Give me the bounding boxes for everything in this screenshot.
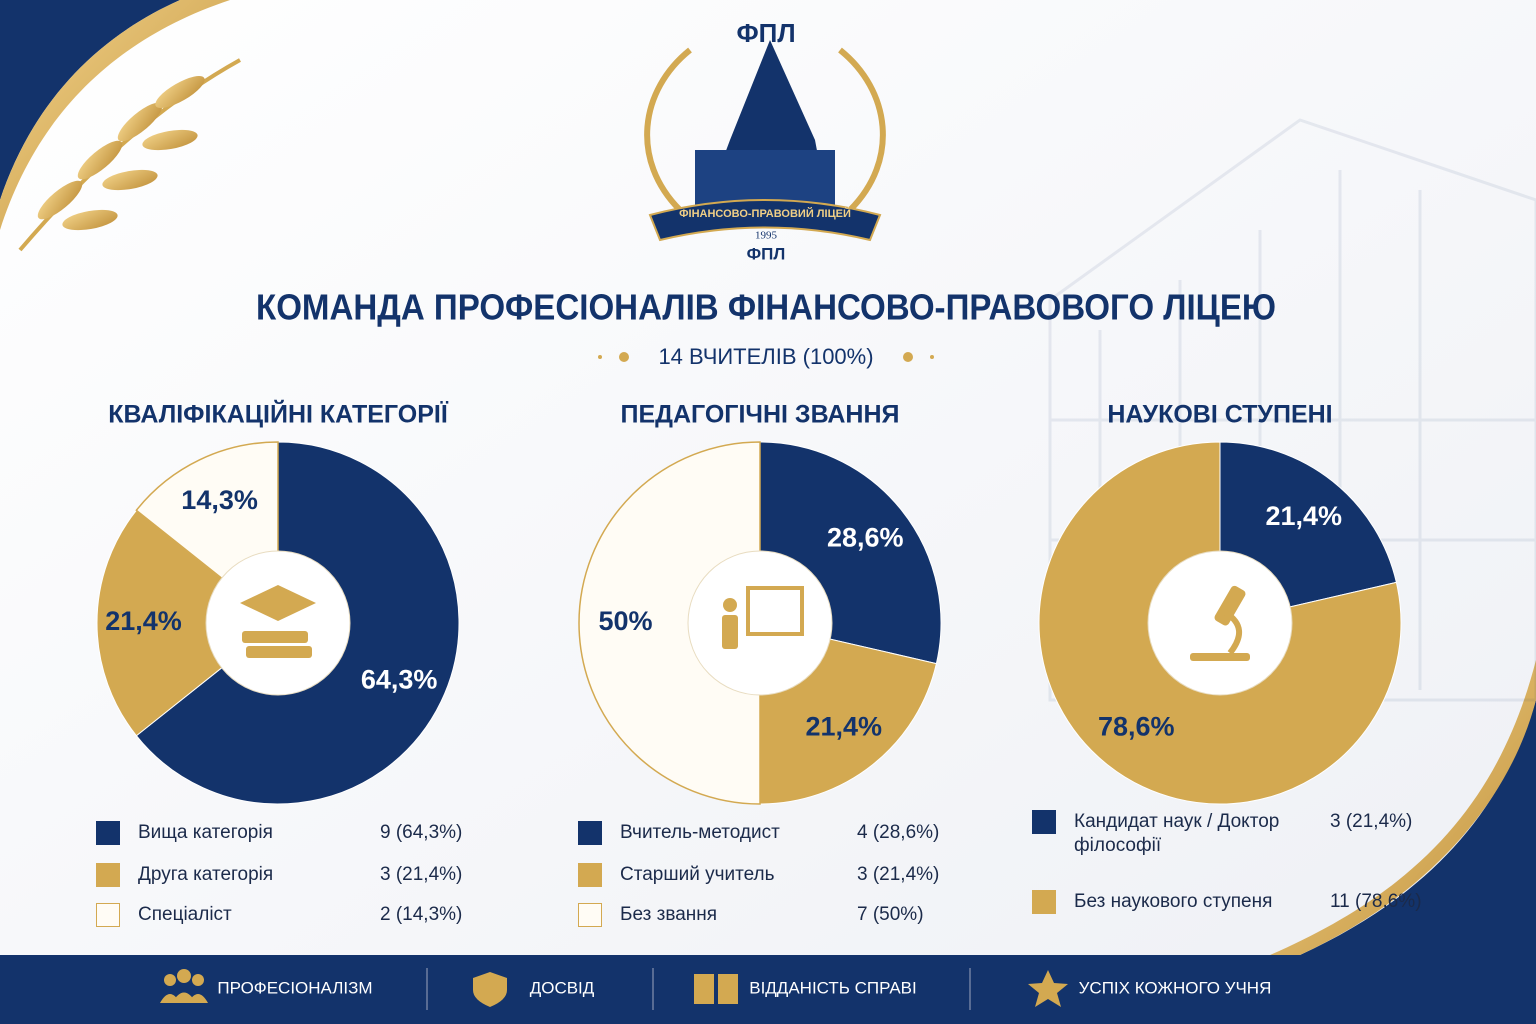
chart-title: ПЕДАГОГІЧНІ ЗВАННЯ bbox=[620, 401, 899, 429]
logo-ribbon: ФІНАНСОВО-ПРАВОВИЙ ЛІЦЕЙ bbox=[679, 207, 851, 220]
legend-item: Вища категорія 9 (64,3%) bbox=[96, 821, 462, 845]
footer-label: ПРОФЕСІОНАЛІЗМ bbox=[217, 978, 372, 997]
logo-abbr: ФПЛ bbox=[747, 244, 786, 263]
slice-label: 64,3% bbox=[361, 665, 438, 695]
legend-value: 9 (64,3%) bbox=[380, 822, 463, 843]
icon-arm bbox=[1224, 610, 1242, 655]
pie-slice bbox=[578, 441, 761, 805]
legend-swatch bbox=[96, 903, 120, 927]
legend-swatch bbox=[96, 863, 120, 887]
subtitle-dots bbox=[598, 352, 934, 362]
legend-label: Вища категорія bbox=[138, 822, 273, 843]
logo bbox=[644, 40, 886, 242]
legend-item: Без наукового ступеня 11 (78,6%) bbox=[1032, 890, 1422, 914]
icon-body bbox=[722, 615, 738, 649]
corner-gold-br bbox=[1270, 660, 1536, 955]
legend-label: Спеціаліст bbox=[138, 904, 232, 925]
corner-navy-br bbox=[1300, 700, 1536, 955]
pie-hole bbox=[205, 550, 351, 696]
legend-item: Без звання 7 (50%) bbox=[578, 903, 924, 927]
icon-book bbox=[242, 631, 308, 643]
footer-bar bbox=[0, 955, 1536, 1024]
legend-item: Друга категорія 3 (21,4%) bbox=[96, 863, 462, 887]
icon-book bbox=[246, 646, 312, 658]
icon-head bbox=[723, 598, 737, 612]
footer-label: УСПІХ КОЖНОГО УЧНЯ bbox=[1079, 978, 1272, 997]
center-icon bbox=[1190, 585, 1250, 661]
legend-item: Вчитель-методист 4 (28,6%) bbox=[578, 821, 939, 845]
legend-swatch bbox=[1032, 810, 1056, 834]
slice-label: 21,4% bbox=[805, 711, 882, 741]
legend-label: Друга категорія bbox=[138, 864, 274, 885]
chart-title: КВАЛІФІКАЦІЙНІ КАТЕГОРІЇ bbox=[108, 399, 449, 429]
icon-cap bbox=[240, 585, 316, 621]
subtitle: 14 ВЧИТЕЛІВ (100%) bbox=[658, 344, 873, 369]
pie-slice bbox=[96, 509, 279, 737]
slice-label: 50% bbox=[598, 606, 652, 636]
legend-swatch bbox=[578, 903, 602, 927]
center-icon bbox=[722, 586, 804, 649]
icon-tube bbox=[1214, 585, 1246, 626]
slice-label: 14,3% bbox=[181, 485, 258, 515]
legend-swatch bbox=[96, 821, 120, 845]
legend-swatch bbox=[1032, 890, 1056, 914]
corner-gold bbox=[0, 0, 230, 230]
legend-label: Без звання bbox=[620, 904, 718, 925]
legend-item: Старший учитель 3 (21,4%) bbox=[578, 863, 939, 887]
footer-icons bbox=[160, 969, 1068, 1007]
footer-dividers bbox=[426, 968, 971, 1010]
legend-value: 4 (28,6%) bbox=[857, 822, 940, 843]
icon-base bbox=[1190, 653, 1250, 661]
icon-board bbox=[746, 586, 804, 636]
legend-value: 3 (21,4%) bbox=[857, 864, 940, 885]
footer-label: ДОСВІД bbox=[530, 978, 595, 997]
pie-hole bbox=[687, 550, 833, 696]
footer-label: ВІДДАНІСТЬ СПРАВІ bbox=[749, 978, 917, 997]
legend-value: 7 (50%) bbox=[857, 904, 924, 925]
main-title: КОМАНДА ПРОФЕСІОНАЛІВ ФІНАНСОВО-ПРАВОВОГ… bbox=[256, 287, 1276, 328]
legend-item: Спеціаліст 2 (14,3%) bbox=[96, 903, 462, 927]
slice-label: 21,4% bbox=[1265, 501, 1342, 531]
legend-value: 3 (21,4%) bbox=[1330, 811, 1413, 832]
logo-year: 1995 bbox=[755, 230, 778, 242]
logo-monogram: ФПЛ bbox=[736, 18, 795, 48]
legend-swatch bbox=[578, 821, 602, 845]
legend-swatch bbox=[578, 863, 602, 887]
legend-label: Без наукового ступеня bbox=[1074, 891, 1273, 912]
slice-label: 78,6% bbox=[1098, 711, 1175, 741]
legend-item: Кандидат наук / Доктор філософії 3 (21,4%… bbox=[1032, 810, 1412, 858]
legend-value: 11 (78,6%) bbox=[1330, 891, 1422, 912]
legend-value: 2 (14,3%) bbox=[380, 904, 463, 925]
slice-label: 28,6% bbox=[827, 522, 904, 552]
legend-label: Вчитель-методист bbox=[620, 822, 780, 843]
laurel-left bbox=[18, 58, 241, 252]
corner-navy bbox=[0, 0, 180, 200]
legend-value: 3 (21,4%) bbox=[380, 864, 463, 885]
slice-label: 21,4% bbox=[105, 606, 182, 636]
center-icon bbox=[240, 585, 316, 658]
legend-label: Старший учитель bbox=[620, 864, 775, 885]
legend-label: Кандидат наук / Доктор філософії bbox=[1074, 811, 1280, 856]
chart-title: НАУКОВІ СТУПЕНІ bbox=[1107, 401, 1332, 429]
